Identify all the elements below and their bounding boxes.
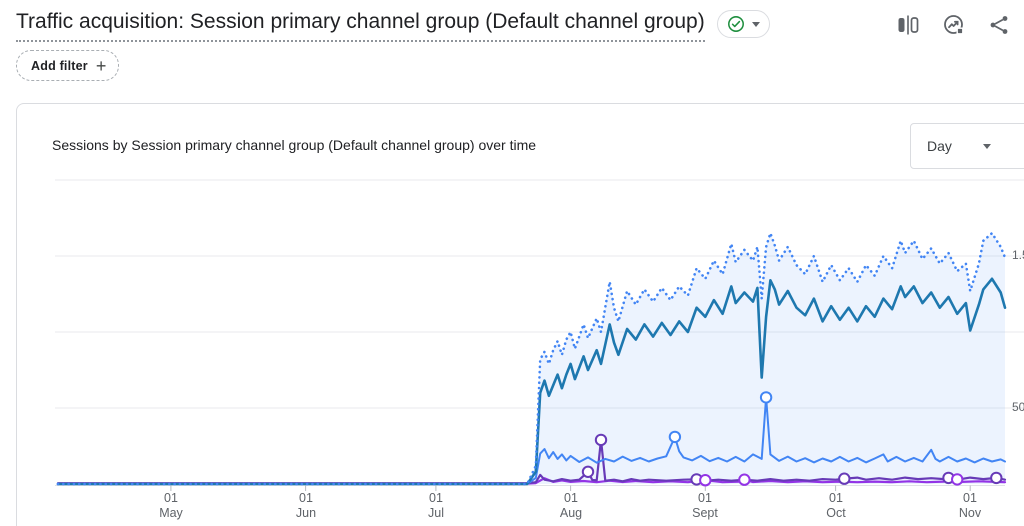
share-icon	[990, 16, 1008, 34]
insights-button[interactable]	[941, 12, 967, 38]
share-button[interactable]	[987, 12, 1013, 38]
caret-down-icon	[751, 21, 760, 27]
check-circle-icon	[727, 16, 744, 32]
granularity-value: Day	[927, 138, 952, 154]
report-header: Traffic acquisition: Session primary cha…	[16, 8, 1024, 42]
comparison-bars-icon	[898, 15, 919, 35]
report-title[interactable]: Traffic acquisition: Session primary cha…	[16, 8, 705, 42]
add-filter-label: Add filter	[31, 58, 88, 73]
add-filter-button[interactable]: Add filter +	[16, 50, 120, 81]
chart-card	[16, 103, 1024, 526]
chart-title: Sessions by Session primary channel grou…	[52, 137, 537, 153]
edit-comparisons-button[interactable]	[895, 12, 921, 38]
caret-down-icon	[983, 144, 991, 149]
insights-icon	[944, 15, 964, 35]
data-quality-badge[interactable]	[716, 10, 770, 38]
header-action-icons	[895, 12, 1013, 38]
plus-icon: +	[95, 55, 107, 76]
granularity-select[interactable]: Day	[910, 123, 1024, 169]
